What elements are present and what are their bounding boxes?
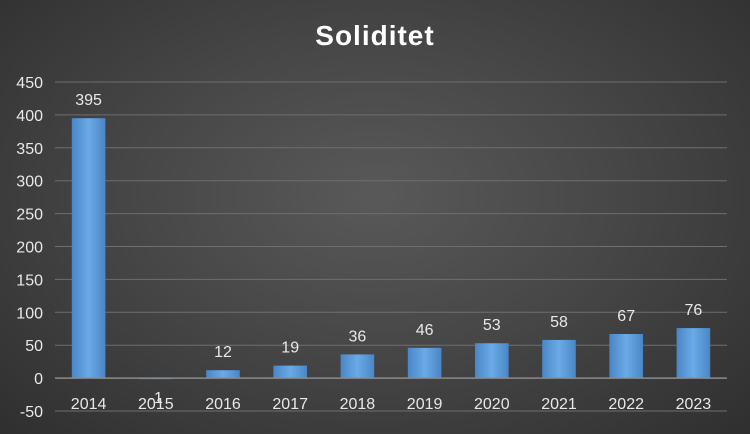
data-label-2014: 395 [75, 92, 102, 109]
y-tick-label: 450 [16, 75, 43, 92]
y-axis-ticks: -50 0 50 100 150 200 250 300 350 400 450 [16, 75, 43, 421]
y-tick-label: 50 [25, 338, 43, 355]
x-tick-label-2017: 2017 [272, 396, 308, 413]
bar-2018 [340, 354, 375, 379]
y-tick-label: 0 [34, 371, 43, 388]
data-label-2018: 36 [349, 328, 367, 345]
x-tick-label-2014: 2014 [71, 396, 107, 413]
data-label-2023: 76 [685, 302, 703, 319]
x-tick-label-2022: 2022 [608, 396, 644, 413]
y-tick-label: 150 [16, 272, 43, 289]
x-tick-label-2016: 2016 [205, 396, 241, 413]
x-tick-label-2023: 2023 [676, 396, 712, 413]
x-tick-label-2015: 2015 [138, 396, 174, 413]
bar-2022 [609, 334, 643, 379]
x-tick-label-2021: 2021 [541, 396, 577, 413]
x-axis-ticks: 2014 2015 2016 2017 2018 2019 2020 2021 2022 2023 [71, 396, 711, 413]
bar-2014 [71, 118, 106, 379]
y-tick-label: -50 [20, 404, 43, 421]
data-label-2020: 53 [483, 317, 501, 334]
bar-2021 [542, 339, 576, 379]
chart-title: Soliditet [315, 20, 435, 51]
bar-2016 [206, 370, 240, 379]
y-tick-label: 250 [16, 207, 43, 224]
y-tick-label: 200 [16, 240, 43, 257]
data-label-2017: 19 [281, 340, 299, 357]
gridlines [55, 81, 727, 412]
data-labels: 395 -1 12 19 36 46 53 58 67 76 [75, 92, 702, 407]
y-tick-label: 350 [16, 141, 43, 158]
data-label-2021: 58 [550, 314, 568, 331]
data-label-2019: 46 [416, 322, 434, 339]
x-tick-label-2018: 2018 [340, 396, 376, 413]
bar-2019 [407, 347, 442, 379]
data-label-2022: 67 [617, 308, 635, 325]
y-tick-label: 300 [16, 174, 43, 191]
data-label-2016: 12 [214, 344, 232, 361]
y-tick-label: 100 [16, 305, 43, 322]
bar-2023 [676, 328, 711, 379]
y-tick-label: 400 [16, 108, 43, 125]
data-label-2015: -1 [149, 390, 163, 407]
bar-2017 [273, 365, 307, 379]
x-tick-label-2019: 2019 [407, 396, 443, 413]
bar-2020 [475, 343, 509, 379]
bars [71, 118, 711, 380]
x-tick-label-2020: 2020 [474, 396, 510, 413]
